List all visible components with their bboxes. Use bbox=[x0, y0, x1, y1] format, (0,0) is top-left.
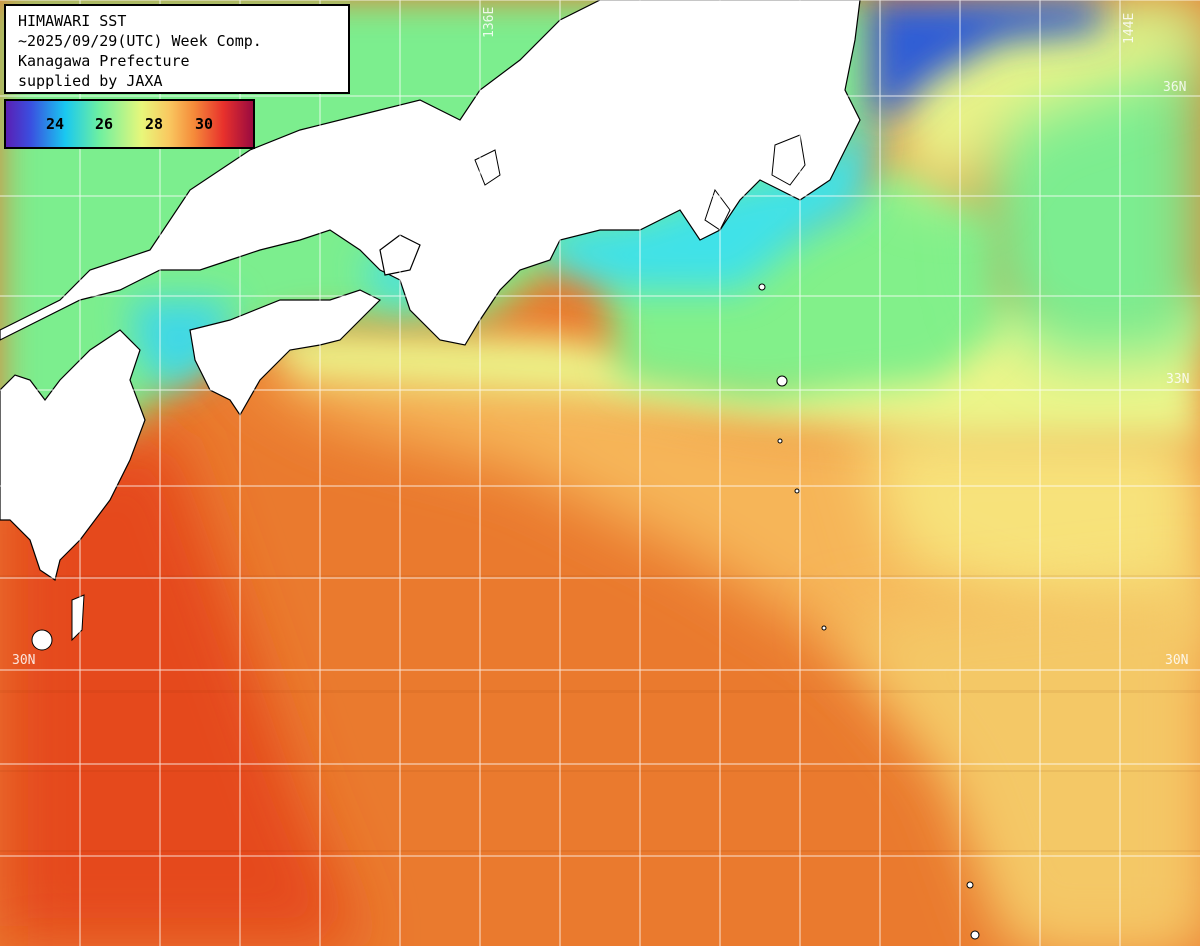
title-line-4: supplied by JAXA bbox=[18, 72, 163, 90]
land-izu-island-3 bbox=[794, 488, 800, 494]
land-hachijojima bbox=[776, 375, 788, 387]
ocean-blue-cold-water bbox=[870, 0, 1100, 120]
lon-label-136e: 136E bbox=[482, 6, 497, 38]
land-izu-island-1 bbox=[758, 283, 766, 291]
land-ogasawara-2 bbox=[970, 930, 980, 940]
lon-label-144e: 144E bbox=[1122, 12, 1137, 44]
land-boso bbox=[771, 134, 806, 186]
scale-tick-28: 28 bbox=[145, 115, 164, 133]
lat-label-36n: 36N bbox=[1163, 80, 1187, 95]
land-shikoku bbox=[189, 289, 382, 417]
land-izu-island-2 bbox=[777, 438, 783, 444]
title-line-1: HIMAWARI SST bbox=[18, 12, 127, 30]
temperature-color-scale: 24 26 28 30 bbox=[4, 99, 255, 149]
map-info-box: HIMAWARI SST ~2025/09/29(UTC) Week Comp.… bbox=[4, 4, 350, 94]
land-ogasawara-1 bbox=[966, 881, 974, 889]
scale-tick-24: 24 bbox=[46, 115, 65, 133]
lat-label-33n: 33N bbox=[1166, 372, 1190, 387]
land-kyushu bbox=[0, 329, 146, 581]
lat-label-30n-right: 30N bbox=[1165, 653, 1189, 668]
ocean-hot-region bbox=[0, 430, 360, 946]
land-sado bbox=[474, 149, 501, 186]
scale-tick-26: 26 bbox=[95, 115, 114, 133]
scan-lines bbox=[0, 575, 1200, 852]
land-yakushima bbox=[31, 629, 53, 651]
land-izu-island-4 bbox=[821, 625, 827, 631]
lat-label-30n-left: 30N bbox=[12, 653, 36, 668]
scale-tick-30: 30 bbox=[195, 115, 214, 133]
title-line-3: Kanagawa Prefecture bbox=[18, 52, 190, 70]
title-line-2: ~2025/09/29(UTC) Week Comp. bbox=[18, 32, 262, 50]
land-honshu bbox=[0, 0, 861, 346]
ocean-yellow-region-southeast bbox=[830, 580, 1200, 946]
